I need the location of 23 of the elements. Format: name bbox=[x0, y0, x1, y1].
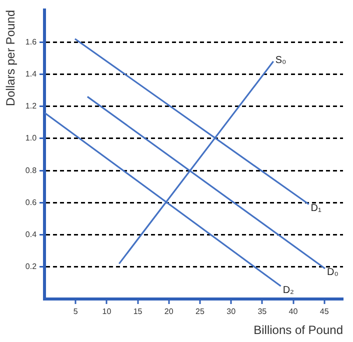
x-tick-label: 35 bbox=[258, 307, 268, 316]
x-tick-label: 15 bbox=[133, 307, 143, 316]
x-tick-label: 10 bbox=[102, 307, 112, 316]
y-tick-label: 1.4 bbox=[25, 69, 38, 78]
x-tick-label: 25 bbox=[196, 307, 205, 316]
y-axis-title: Dollars per Pound bbox=[4, 10, 18, 106]
y-tick-label: 0.2 bbox=[25, 262, 38, 272]
x-tick-label: 45 bbox=[320, 307, 330, 316]
y-tick-label: 0.6 bbox=[25, 198, 38, 207]
x-tick-label: 5 bbox=[73, 307, 78, 316]
series-label: D₁ bbox=[310, 203, 322, 214]
series-label: D₀ bbox=[326, 267, 338, 278]
x-tick-label: 20 bbox=[164, 307, 174, 316]
y-tick-label: 0.4 bbox=[25, 230, 38, 239]
y-tick-label: 1.0 bbox=[25, 134, 38, 143]
y-tick-label: 0.8 bbox=[25, 166, 38, 175]
x-axis-title: Billions of Pound bbox=[254, 323, 343, 338]
y-tick-label: 1.6 bbox=[25, 37, 38, 46]
y-tick-label: 1.2 bbox=[25, 102, 38, 111]
series-label: S₀ bbox=[275, 55, 286, 66]
x-tick-label: 40 bbox=[288, 307, 298, 316]
series-label: D₂ bbox=[282, 284, 294, 296]
x-tick-label: 30 bbox=[226, 307, 236, 316]
